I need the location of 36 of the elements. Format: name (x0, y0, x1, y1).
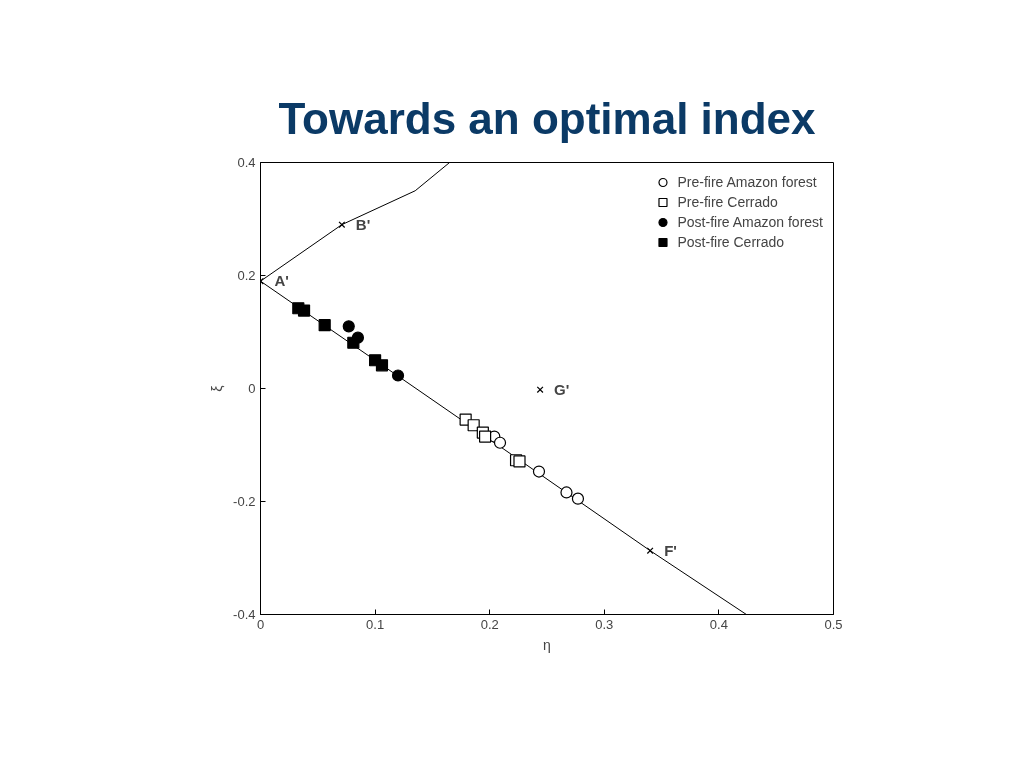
x-axis-title: η (543, 636, 551, 653)
point (493, 436, 507, 449)
point (347, 336, 360, 349)
point (513, 455, 526, 468)
y-tick-label: 0.4 (237, 155, 256, 170)
annotation: A' (274, 272, 289, 290)
point (391, 369, 405, 382)
y-tick-label: 0.2 (237, 268, 256, 283)
y-tick-label: -0.2 (233, 494, 256, 509)
x-tick-label: 0.3 (595, 616, 614, 632)
point (571, 492, 585, 505)
point (646, 547, 654, 555)
point (375, 359, 389, 372)
point (318, 319, 331, 332)
annotation: F' (664, 541, 677, 559)
annotation: B' (355, 215, 371, 233)
x-tick-label: 0.2 (480, 616, 499, 632)
legend-label: Pre-fire Amazon forest (677, 174, 817, 190)
y-tick-label: 0 (248, 381, 256, 396)
legend-label: Pre-fire Cerrado (677, 194, 778, 210)
point (560, 486, 573, 499)
legend-label: Post-fire Amazon forest (677, 214, 823, 230)
point (479, 430, 492, 443)
y-tick-label: -0.4 (233, 607, 256, 622)
x-tick-label: 0.1 (366, 616, 385, 632)
chart-title: Towards an optimal index (278, 93, 817, 143)
point (342, 320, 355, 333)
point (536, 386, 544, 394)
x-tick-label: 0.4 (709, 616, 728, 632)
x-tick-label: 0.5 (824, 616, 843, 632)
legend-label: Post-fire Cerrado (677, 234, 785, 250)
point (338, 221, 346, 229)
point (532, 465, 546, 478)
y-axis-title: ξ (209, 385, 226, 392)
annotation: G' (554, 380, 570, 398)
point (297, 304, 311, 317)
